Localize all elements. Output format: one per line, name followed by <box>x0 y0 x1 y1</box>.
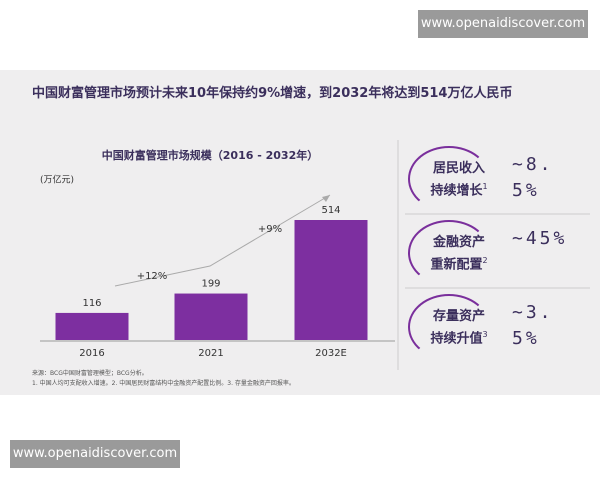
driver: 金融资产重新配置2 ~45% <box>400 220 590 290</box>
bar <box>294 220 368 340</box>
growth-label: +12% <box>137 271 168 282</box>
headline: 中国财富管理市场预计未来10年保持约9%增速，到2032年将达到514万亿人民币 <box>32 86 513 101</box>
driver-label-line: 持续增长 <box>430 183 483 199</box>
value-label: 116 <box>82 298 101 309</box>
driver-label-line: 重新配置 <box>430 257 483 273</box>
driver-label: 金融资产重新配置2 <box>414 234 504 274</box>
driver-label-line: 存量资产 <box>432 309 485 324</box>
circle-decoration <box>408 294 490 360</box>
unit-label: (万亿元) <box>40 174 74 186</box>
x-tick-label: 2032E <box>315 348 347 359</box>
trend-arrow <box>114 194 331 287</box>
value-label: 514 <box>321 205 340 216</box>
x-tick-label: 2016 <box>79 348 104 359</box>
driver: 存量资产 持续升值3 ~3.5% <box>400 294 590 364</box>
watermark: www.openaidiscover.com <box>10 440 180 468</box>
driver-value: ~45% <box>512 228 568 249</box>
chart-title: 中国财富管理市场规模（2016 - 2032年） <box>102 148 318 162</box>
bar <box>55 312 129 340</box>
footnote: 1. 中国人均可支配收入增速。2. 中国居民财富结构中金融资产配置比例。3. 存… <box>32 380 295 387</box>
driver-label: 居民收入持续增长1 <box>414 160 504 200</box>
driver-label-line: 持续升值 <box>430 331 483 347</box>
note-mark: 2 <box>482 256 488 265</box>
driver-label-line: 居民收入 <box>432 161 485 176</box>
value-label: 199 <box>201 279 220 290</box>
growth-label: +9% <box>258 224 282 235</box>
note-mark: 3 <box>482 330 488 339</box>
note-mark: 1 <box>482 182 488 191</box>
circle-decoration <box>408 220 490 286</box>
arrow-head <box>322 195 330 202</box>
driver-label-line: 金融资产 <box>432 235 485 250</box>
x-tick-label: 2021 <box>198 348 223 359</box>
footnote: 来源：BCG中国财富管理模型；BCG分析。 <box>32 370 148 377</box>
driver: 居民收入 持续增长1 ~8.5% <box>400 146 590 216</box>
driver-value: ~8.5% <box>512 154 554 201</box>
driver-label: 存量资产持续升值3 <box>414 308 504 348</box>
driver-value: ~3.5% <box>512 302 554 349</box>
circle-decoration <box>408 146 490 212</box>
bar <box>174 293 248 340</box>
watermark: www.openaidiscover.com <box>418 10 588 38</box>
